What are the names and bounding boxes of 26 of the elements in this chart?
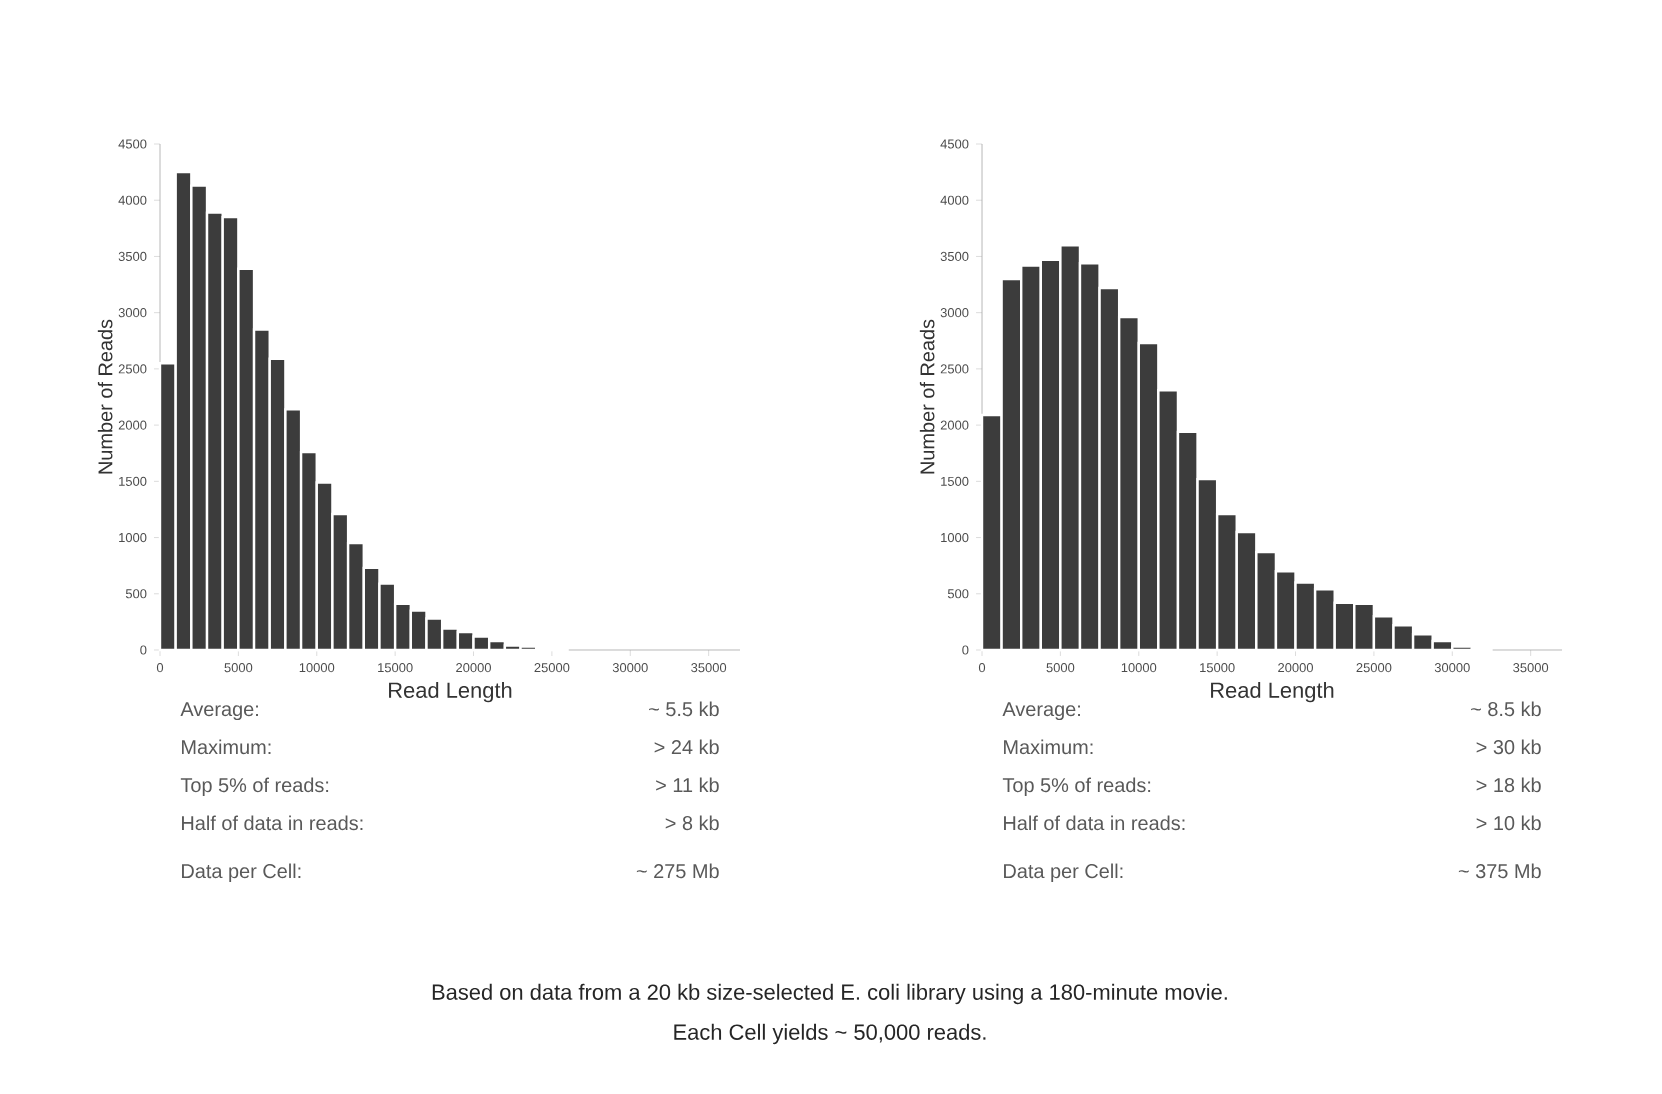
text: Maximum: — [182, 739, 271, 755]
text: ~ 8.5 kb — [1471, 701, 1541, 717]
text: Based on data from a 20 kb size-selected E. coli library using a 180-minute movie. — [432, 983, 1227, 1005]
text: ~ 375 Mb — [1458, 863, 1541, 879]
text: Each Cell yields ~ 50,000 reads. — [674, 1023, 986, 1045]
text: ~ 5.5 kb — [649, 701, 719, 717]
x-axis-title: Read Length — [389, 681, 512, 703]
text: > 10 kb — [1476, 815, 1541, 831]
text: > 24 kb — [654, 739, 719, 755]
text: > 30 kb — [1476, 739, 1541, 755]
y-axis-title: Number of Reads — [919, 319, 935, 474]
text: Maximum: — [1004, 739, 1093, 755]
text: Average: — [180, 702, 258, 721]
text: Top 5% of reads: — [180, 777, 329, 797]
text: > 11 kb — [656, 777, 719, 793]
text: Data per Cell: — [182, 863, 301, 883]
x-axis-title: Read Length — [1211, 681, 1334, 703]
y-axis-title: Number of Reads — [97, 319, 113, 474]
text: Average: — [1002, 702, 1080, 721]
text: Data per Cell: — [1004, 863, 1123, 883]
text: ~ 275 Mb — [636, 863, 719, 879]
text: > 8 kb — [665, 815, 719, 831]
text: Top 5% of reads: — [1002, 777, 1151, 797]
text: Half of data in reads: — [182, 815, 363, 831]
text: Half of data in reads: — [1004, 815, 1185, 831]
text: > 18 kb — [1476, 777, 1541, 793]
